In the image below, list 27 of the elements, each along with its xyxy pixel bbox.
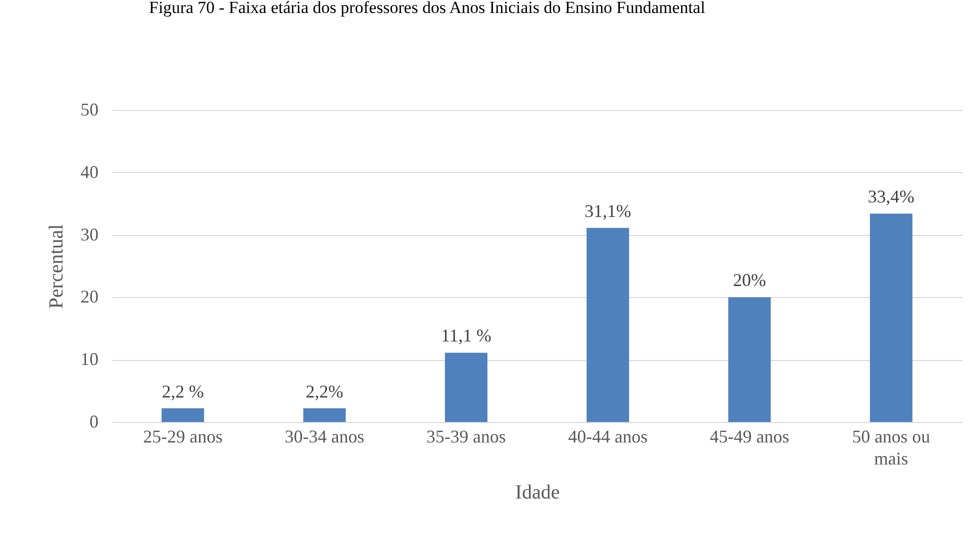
bar — [870, 214, 912, 422]
data-label: 11,1 % — [441, 326, 492, 346]
bar — [586, 228, 630, 422]
data-label: 2,2% — [306, 381, 344, 402]
x-axis-title: Idade — [515, 482, 560, 504]
x-tick-label: 30-34 anos — [284, 426, 364, 446]
data-label: 31,1% — [584, 200, 632, 221]
y-tick-label: 0 — [90, 412, 98, 432]
bar — [162, 408, 204, 422]
bar — [728, 297, 771, 422]
x-tick-label: 25-29 anos — [143, 426, 223, 446]
y-tick-label: 10 — [80, 349, 98, 370]
x-tick-label: 50 anos ou mais — [852, 426, 930, 468]
y-tick-label: 30 — [80, 224, 98, 244]
data-label: 2,2 % — [162, 381, 204, 402]
bar — [303, 408, 346, 422]
y-tick-label: 40 — [80, 162, 98, 182]
data-label: 33,4% — [868, 186, 914, 207]
x-tick-label: 45-49 anos — [710, 426, 790, 446]
bar — [444, 352, 488, 422]
chart-title: Figura 70 - Faixa etária dos professores dos Anos Iniciais do Ensino Fundamental — [149, 0, 706, 17]
x-tick-label: 40-44 anos — [568, 426, 648, 446]
data-label: 20% — [733, 270, 766, 290]
y-axis-title: Percentual — [46, 224, 68, 309]
y-tick-label: 50 — [80, 100, 98, 120]
y-tick-label: 20 — [80, 286, 98, 307]
x-tick-label: 35-39 anos — [426, 426, 506, 446]
